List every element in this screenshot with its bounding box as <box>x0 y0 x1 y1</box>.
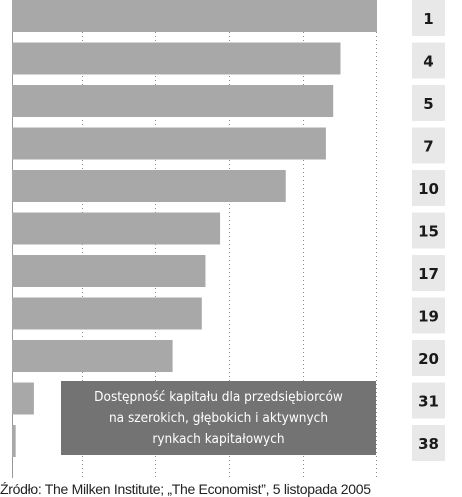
rank-label: 20 <box>418 350 439 368</box>
bar <box>12 43 341 75</box>
legend-line: Dostępność kapitału dla przedsiębiorców <box>67 387 370 408</box>
bar <box>12 213 220 245</box>
legend-line: na szerokich, głębokich i aktywnych <box>67 408 370 429</box>
legend-line: rynkach kapitałowych <box>67 429 370 450</box>
rank-label: 1 <box>423 10 433 28</box>
rank-label: 19 <box>418 308 439 326</box>
bar <box>12 298 202 330</box>
rank-label: 38 <box>418 435 439 453</box>
rank-label: 5 <box>423 95 433 113</box>
bar <box>12 0 377 32</box>
source-note: Źródło: The Milken Institute; „The Econo… <box>0 481 462 497</box>
rank-label: 10 <box>418 180 439 198</box>
rank-label: 4 <box>423 53 433 71</box>
legend-box: Dostępność kapitału dla przedsiębiorców … <box>61 381 376 455</box>
bar <box>12 255 205 287</box>
bar <box>12 85 333 117</box>
bar <box>12 340 173 372</box>
rank-label: 17 <box>418 265 439 283</box>
bar <box>12 170 286 202</box>
bar <box>12 128 326 160</box>
rank-label: 7 <box>423 138 433 156</box>
bar <box>12 425 16 457</box>
rank-label: 31 <box>418 393 439 411</box>
bar <box>12 383 34 415</box>
rank-label: 15 <box>418 223 439 241</box>
